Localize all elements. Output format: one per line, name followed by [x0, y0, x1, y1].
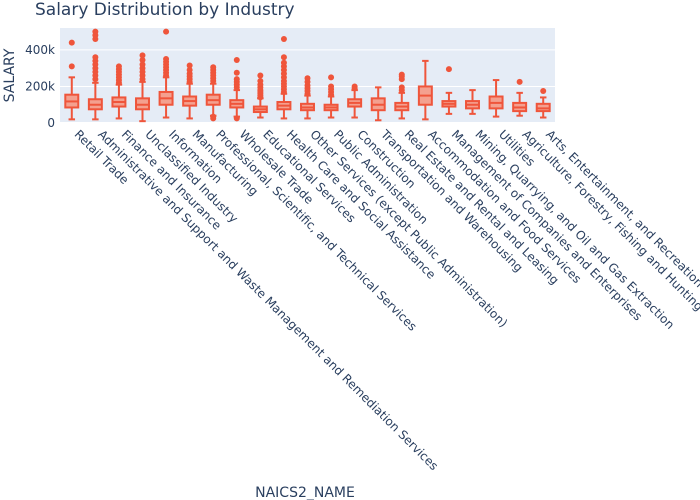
outlier-point: [163, 56, 170, 63]
outlier-point: [139, 56, 146, 63]
box-7: [205, 64, 221, 122]
box-13: [347, 83, 363, 119]
chart-title: Salary Distribution by Industry: [35, 0, 295, 20]
outlier-point: [163, 28, 170, 35]
outlier-point: [115, 63, 122, 70]
outlier-point: [68, 63, 75, 70]
box-17: [441, 66, 457, 115]
box-4: [135, 52, 150, 123]
box-8: [229, 56, 245, 122]
box-18: [465, 89, 480, 115]
outlier-point: [233, 69, 240, 76]
outlier-point: [351, 83, 358, 90]
box-1: [64, 39, 80, 121]
outlier-point: [257, 77, 264, 84]
outlier-point: [233, 115, 240, 122]
outlier-point: [280, 54, 287, 61]
outlier-point: [328, 74, 335, 81]
outlier-point: [186, 67, 193, 74]
box-16: [417, 59, 433, 121]
outlier-point: [210, 64, 217, 71]
outlier-point: [280, 35, 287, 42]
box-10: [276, 35, 292, 120]
box-6: [182, 62, 198, 120]
outlier-point: [398, 84, 405, 91]
box-15: [394, 71, 410, 120]
outlier-point: [92, 54, 99, 61]
y-tick-label: 0: [47, 116, 55, 130]
outlier-point: [68, 39, 75, 46]
box-2: [87, 28, 103, 121]
outlier-point: [210, 113, 217, 120]
y-axis-title: SALARY: [2, 48, 18, 102]
box-14: [370, 86, 386, 122]
outlier-point: [328, 83, 335, 90]
y-axis-ticks: 0 200k 400k: [25, 43, 55, 130]
box-21: [535, 88, 551, 119]
outlier-point: [139, 52, 146, 59]
outlier-point: [280, 59, 287, 66]
x-axis-title: NAICS2_NAME: [255, 485, 355, 500]
outlier-point: [233, 76, 240, 83]
outlier-point: [398, 71, 405, 78]
outlier-point: [233, 56, 240, 63]
outlier-point: [540, 88, 547, 95]
outlier-point: [92, 28, 99, 35]
box-19: [488, 79, 504, 118]
box-3: [111, 63, 127, 120]
box-9: [252, 72, 268, 119]
box-12: [323, 74, 339, 119]
y-tick-label: 200k: [25, 79, 55, 93]
box-series: [64, 28, 551, 123]
outlier-point: [445, 66, 452, 73]
outlier-point: [304, 75, 311, 82]
box-5: [158, 28, 174, 119]
box-11: [300, 75, 315, 120]
outlier-point: [257, 72, 264, 79]
outlier-point: [139, 61, 146, 68]
outlier-point: [186, 62, 193, 69]
box-20: [512, 78, 528, 117]
y-tick-label: 400k: [25, 43, 55, 57]
outlier-point: [516, 78, 523, 85]
